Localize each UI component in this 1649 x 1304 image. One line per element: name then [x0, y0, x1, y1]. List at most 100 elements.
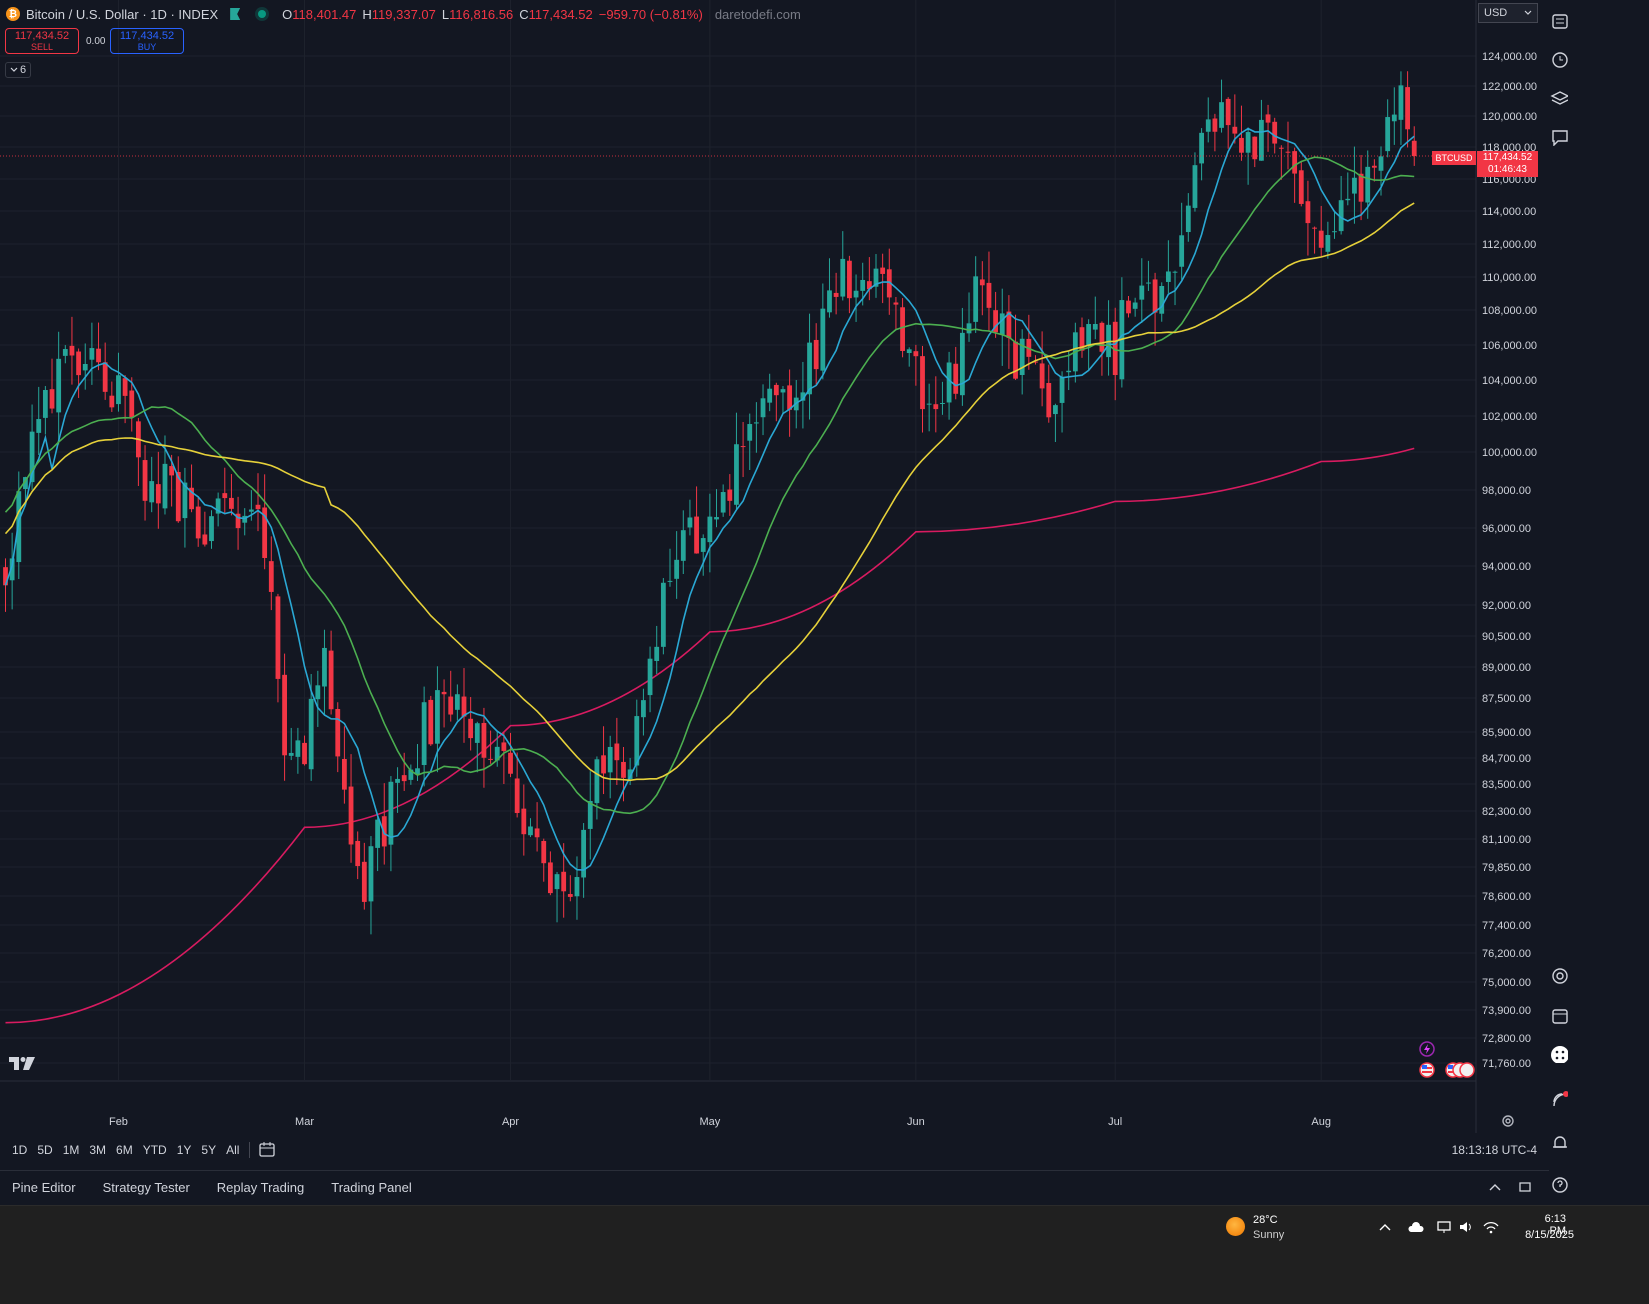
candle-body	[129, 390, 135, 418]
price-tick-label: 89,000.00	[1482, 662, 1531, 674]
price-tick-label: 108,000.00	[1482, 305, 1537, 317]
candle-body	[508, 752, 513, 774]
events-icons[interactable]	[1418, 1040, 1478, 1080]
gear-icon[interactable]	[1500, 1113, 1516, 1129]
os-taskbar: 28°C Sunny 6:13 PM 8/15/2025	[0, 1205, 1649, 1304]
weather-condition[interactable]: Sunny	[1253, 1229, 1285, 1241]
flag-icon[interactable]	[230, 8, 241, 20]
sell-price: 117,434.52	[14, 30, 70, 42]
bar-countdown: 01:46:43	[1488, 164, 1527, 175]
layers-icon[interactable]	[1550, 88, 1568, 106]
date-range-bar: 1D 5D 1M 3M 6M YTD 1Y 5Y All 18:13:18 UT…	[0, 1135, 1549, 1165]
taskbar-date[interactable]: 8/15/2025	[1525, 1229, 1574, 1241]
sun-icon[interactable]	[1226, 1217, 1245, 1236]
time-axis[interactable]: Feb Mar Apr May Jun Jul Aug	[109, 1116, 1331, 1128]
tab-trading-panel[interactable]: Trading Panel	[331, 1179, 412, 1195]
candle-body	[421, 702, 427, 766]
candle-body	[614, 743, 620, 761]
speaker-icon[interactable]	[1459, 1220, 1473, 1234]
candle-body	[1285, 151, 1291, 153]
moving-averages	[4, 127, 1415, 871]
price-tick-label: 114,000.00	[1482, 206, 1536, 218]
buy-label: BUY	[137, 42, 157, 52]
price-tick-label: 71,760.00	[1482, 1058, 1531, 1070]
candle-body	[1033, 361, 1038, 363]
chat-icon[interactable]	[1550, 128, 1568, 146]
tab-strategy-tester[interactable]: Strategy Tester	[102, 1179, 190, 1195]
range-button-1y[interactable]: 1Y	[176, 1143, 192, 1157]
candle-body	[302, 742, 307, 765]
candle-body	[441, 691, 447, 695]
candle-body	[986, 282, 992, 308]
range-button-5d[interactable]: 5D	[37, 1143, 53, 1157]
candle-body	[674, 559, 680, 579]
indicators-toggle-button[interactable]: 6	[5, 62, 31, 78]
watchlist-icon[interactable]	[1550, 12, 1568, 30]
apps-icon[interactable]	[1550, 1045, 1568, 1063]
chevron-up-icon[interactable]	[1378, 1220, 1392, 1234]
tradingview-logo-icon[interactable]	[8, 1054, 36, 1072]
maximize-panel-icon[interactable]	[1518, 1180, 1532, 1194]
candle-body	[1312, 227, 1317, 229]
range-button-all[interactable]: All	[226, 1143, 240, 1157]
calendar-icon[interactable]	[1550, 1006, 1568, 1024]
signal-icon[interactable]	[1550, 1090, 1568, 1108]
display-icon[interactable]	[1437, 1220, 1451, 1234]
weather-temperature[interactable]: 28°C	[1253, 1214, 1278, 1226]
range-button-1m[interactable]: 1M	[62, 1143, 80, 1157]
candle-body	[906, 349, 912, 354]
calendar-range-icon[interactable]	[258, 1141, 276, 1159]
divider	[249, 1142, 251, 1158]
bell-icon[interactable]	[1550, 1133, 1568, 1151]
candle-body	[235, 513, 241, 529]
chevron-down-icon	[1524, 10, 1532, 15]
range-button-3m[interactable]: 3M	[89, 1143, 107, 1157]
target-icon[interactable]	[1550, 966, 1568, 984]
tab-replay-trading[interactable]: Replay Trading	[216, 1179, 305, 1195]
candle-body	[1352, 177, 1357, 194]
cloud-icon[interactable]	[1407, 1220, 1425, 1234]
price-tick-label: 73,900.00	[1482, 1005, 1531, 1017]
high-value: 119,337.07	[371, 6, 436, 22]
candle-body	[1212, 118, 1218, 132]
taskbar-time[interactable]: 6:13 PM	[1544, 1213, 1566, 1237]
candle-body	[474, 723, 480, 743]
range-button-5y[interactable]: 5Y	[201, 1143, 217, 1157]
currency-select[interactable]: USD	[1478, 3, 1538, 23]
candle-body	[973, 276, 979, 322]
candle-body	[1199, 132, 1204, 164]
candle-body	[760, 398, 766, 418]
price-tick-label: 100,000.00	[1482, 447, 1537, 459]
candle-body	[827, 290, 832, 313]
candle-body	[1112, 321, 1118, 376]
network-icon[interactable]	[1482, 1220, 1500, 1234]
chart-background	[0, 0, 1555, 1165]
candle-body	[1132, 302, 1138, 309]
alarm-clock-icon[interactable]	[1550, 50, 1568, 68]
close-value: 117,434.52	[528, 6, 593, 22]
range-button-6m[interactable]: 6M	[116, 1143, 133, 1157]
market-status-icon[interactable]	[258, 10, 267, 18]
price-chart[interactable]: 124,000.00122,000.00120,000.00118,000.00…	[0, 0, 1555, 1165]
range-button-1d[interactable]: 1D	[12, 1143, 28, 1157]
candle-body	[667, 580, 673, 582]
candle-body	[335, 709, 341, 757]
buy-button[interactable]: 117,434.52 BUY	[110, 28, 184, 54]
help-icon[interactable]	[1550, 1175, 1568, 1193]
symbol-title[interactable]: Bitcoin / U.S. Dollar · 1D · INDEX	[26, 6, 219, 22]
chart-clock[interactable]: 18:13:18 UTC-4	[1451, 1143, 1537, 1157]
price-tick-label: 92,000.00	[1482, 600, 1531, 612]
time-tick-label: Feb	[109, 1116, 128, 1128]
candle-body	[1405, 87, 1410, 130]
candle-body	[893, 302, 899, 305]
chevron-up-icon[interactable]	[1488, 1180, 1502, 1194]
sell-button[interactable]: 117,434.52 SELL	[5, 28, 79, 54]
candle-body	[1179, 235, 1185, 267]
candle-body	[488, 758, 493, 760]
range-button-ytd[interactable]: YTD	[142, 1143, 167, 1157]
ma-50-line	[4, 202, 1415, 782]
tab-pine-editor[interactable]: Pine Editor	[12, 1179, 76, 1195]
price-tick-label: 110,000.00	[1482, 272, 1536, 284]
price-tick-label: 81,100.00	[1482, 834, 1531, 846]
candle-body	[49, 389, 55, 409]
